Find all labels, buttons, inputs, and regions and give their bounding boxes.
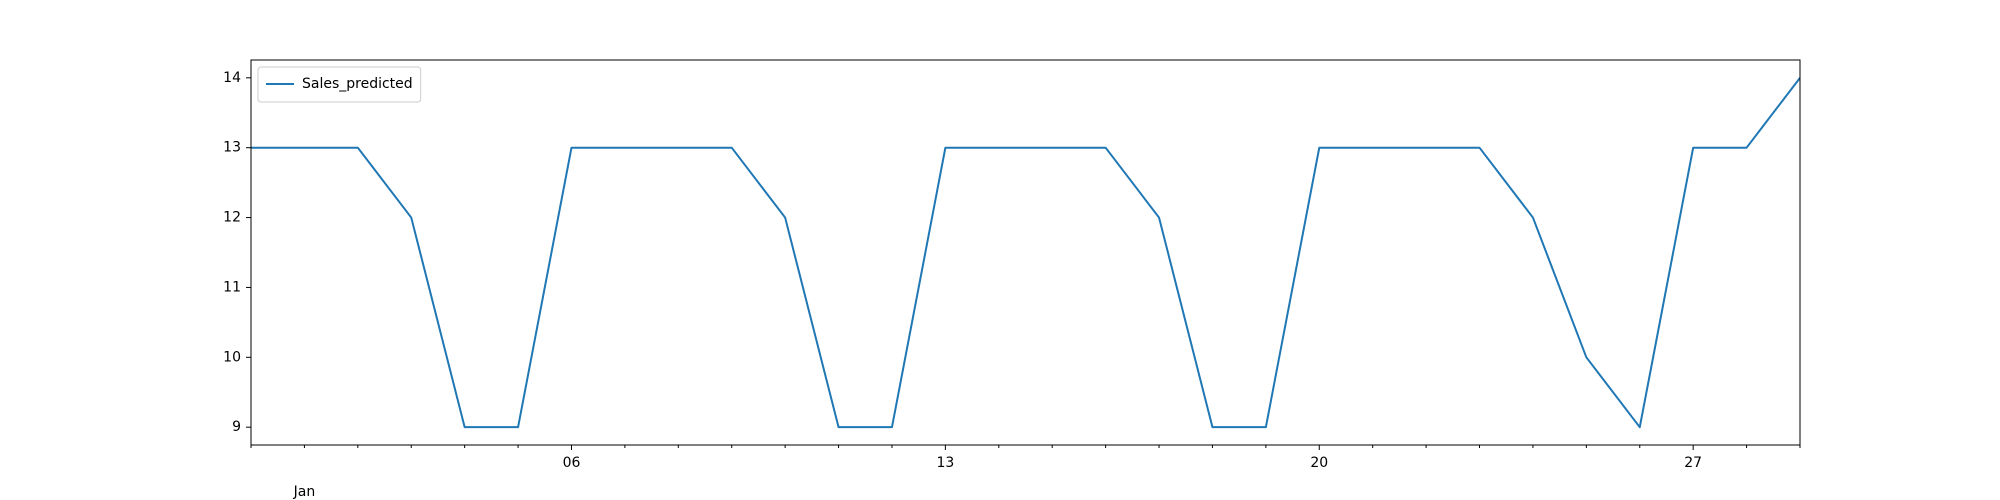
x-tick-label: 27 [1684, 455, 1702, 471]
legend-box [257, 66, 422, 103]
x-tick-label: 06 [563, 455, 581, 471]
legend: Sales_predicted [257, 66, 422, 103]
y-tick-label: 11 [223, 279, 241, 295]
line-series [251, 77, 1800, 429]
x-tick-label: 13 [936, 455, 954, 471]
y-tick-label: 13 [223, 140, 241, 156]
y-tick-label: 9 [232, 419, 241, 435]
x-month-label: Jan [293, 484, 316, 500]
y-tick-label: 10 [223, 349, 241, 365]
y-tick-label: 14 [223, 70, 241, 86]
y-tick-label: 12 [223, 210, 241, 226]
x-tick-label: 20 [1310, 455, 1328, 471]
plot-frame [250, 59, 1801, 446]
legend-label: Sales_predicted [302, 76, 413, 92]
